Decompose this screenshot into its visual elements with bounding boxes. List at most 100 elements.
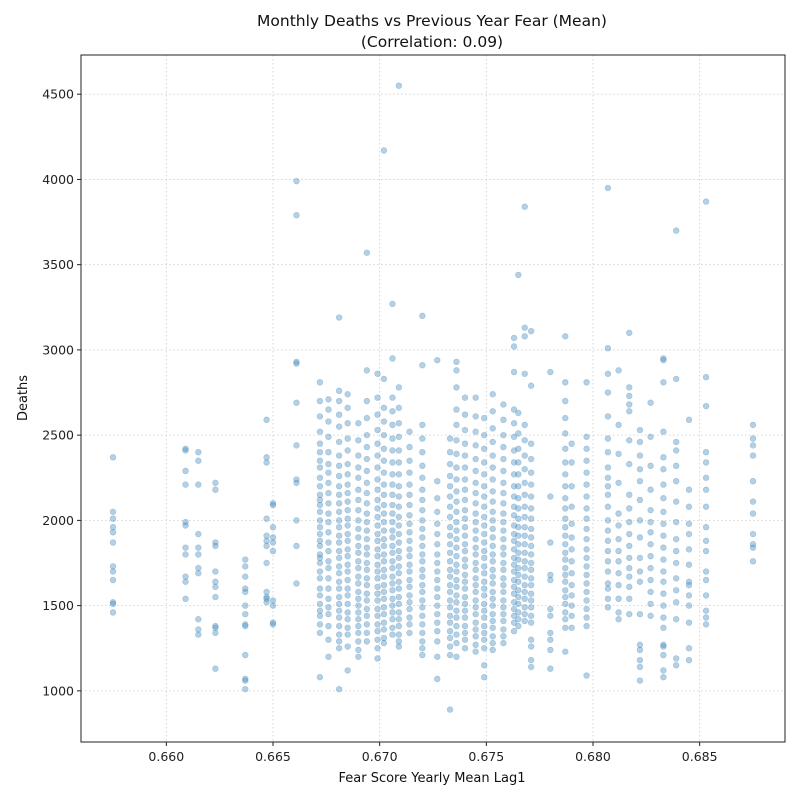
data-point	[446, 706, 454, 713]
data-point	[636, 568, 644, 575]
data-point	[461, 515, 469, 522]
data-point	[461, 547, 469, 555]
data-point	[316, 464, 324, 471]
data-point	[325, 622, 332, 630]
data-point	[604, 595, 612, 603]
data-point	[515, 409, 522, 417]
data-point	[109, 568, 117, 575]
data-point	[419, 588, 426, 596]
data-point	[446, 619, 454, 626]
data-point	[702, 198, 710, 205]
data-point	[660, 495, 667, 502]
data-point	[472, 500, 479, 507]
data-point	[325, 539, 332, 546]
data-point	[374, 605, 381, 613]
data-point	[481, 459, 488, 466]
data-point	[374, 546, 381, 553]
data-point	[195, 616, 202, 623]
data-point	[325, 653, 332, 660]
data-point	[293, 476, 300, 483]
data-point	[263, 588, 270, 596]
data-point	[109, 508, 117, 516]
data-point	[406, 629, 413, 637]
data-point	[481, 592, 488, 599]
y-axis-label: Deaths	[16, 375, 31, 421]
data-point	[389, 300, 396, 308]
data-point	[647, 518, 654, 526]
data-point	[660, 568, 667, 575]
data-point	[604, 184, 612, 192]
data-point	[562, 483, 569, 490]
data-point	[461, 593, 469, 601]
data-point	[500, 581, 507, 589]
data-point	[510, 493, 518, 500]
data-point	[380, 626, 388, 633]
data-point	[481, 493, 488, 500]
data-point	[419, 629, 426, 637]
data-point	[489, 525, 496, 533]
data-point	[489, 595, 496, 603]
data-point	[660, 454, 667, 461]
data-point	[446, 513, 454, 521]
data-point	[363, 510, 371, 517]
data-point	[510, 576, 518, 584]
data-point	[604, 568, 612, 575]
data-point	[562, 397, 569, 405]
data-point	[521, 370, 528, 377]
data-point	[647, 462, 654, 470]
data-point	[489, 573, 496, 580]
data-point	[702, 592, 710, 599]
data-point	[316, 674, 324, 681]
data-point	[344, 576, 351, 584]
data-point	[380, 558, 388, 565]
data-point	[374, 655, 381, 662]
data-point	[419, 474, 426, 481]
data-point	[446, 448, 454, 456]
data-point	[344, 609, 351, 616]
data-point	[472, 559, 479, 567]
data-point	[472, 641, 479, 649]
data-point	[419, 534, 426, 541]
data-point	[500, 566, 507, 574]
data-point	[335, 638, 343, 645]
data-point	[626, 384, 633, 391]
data-point	[510, 471, 518, 478]
data-point	[335, 614, 343, 621]
data-point	[395, 631, 403, 638]
data-point	[604, 558, 612, 565]
data-point	[583, 433, 590, 441]
data-point	[636, 663, 644, 671]
data-point	[672, 547, 680, 555]
data-point	[568, 624, 575, 631]
data-point	[626, 610, 633, 618]
data-point	[500, 617, 507, 625]
data-point	[389, 501, 396, 509]
data-point	[344, 667, 351, 674]
data-point	[269, 501, 277, 509]
data-point	[363, 367, 371, 374]
data-point	[626, 530, 633, 538]
data-point	[363, 575, 371, 582]
data-point	[395, 578, 403, 585]
data-point	[481, 600, 488, 608]
data-point	[380, 418, 388, 425]
data-point	[702, 621, 710, 628]
data-point	[615, 616, 622, 623]
data-point	[660, 466, 667, 473]
data-point	[363, 527, 371, 534]
data-point	[195, 626, 202, 633]
data-point	[647, 541, 654, 548]
data-point	[660, 356, 667, 364]
data-point	[685, 416, 693, 424]
data-point	[363, 544, 371, 551]
data-point	[472, 626, 479, 633]
data-point	[481, 578, 488, 585]
data-point	[472, 551, 479, 558]
data-point	[547, 493, 554, 500]
data-point	[374, 486, 381, 493]
data-point	[515, 459, 522, 466]
data-point	[269, 547, 277, 555]
data-point	[527, 327, 535, 335]
data-point	[500, 610, 507, 618]
data-point	[380, 431, 388, 439]
